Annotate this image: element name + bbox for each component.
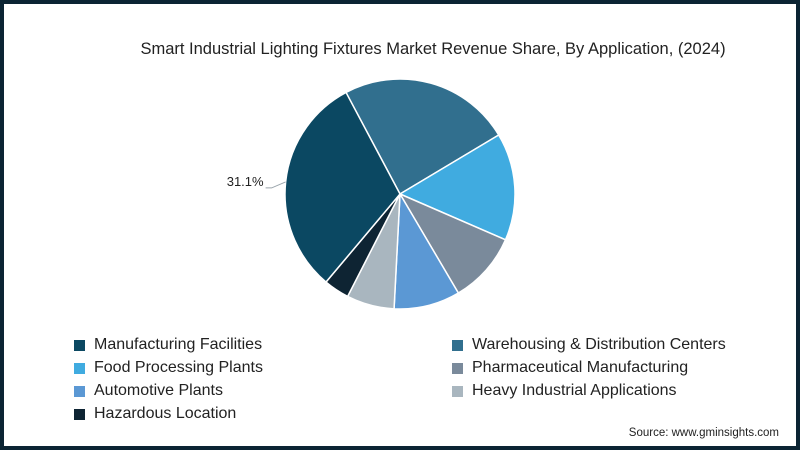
data-label-leader-line: [265, 181, 286, 189]
data-label: 31.1%: [227, 174, 264, 189]
legend-label: Pharmaceutical Manufacturing: [472, 359, 689, 376]
legend-item-heavy-industrial-applications: Heavy Industrial Applications: [452, 382, 677, 400]
pie-slice-food-processing-plants: [398, 133, 516, 241]
legend-swatch: [74, 362, 85, 374]
legend-swatch: [452, 339, 463, 351]
legend-label: Heavy Industrial Applications: [472, 382, 677, 399]
source-note: Source: www.gminsights.com: [628, 427, 779, 439]
legend-label: Food Processing Plants: [94, 359, 263, 376]
legend-swatch: [74, 385, 85, 397]
legend-label: Manufacturing Facilities: [94, 336, 263, 353]
legend-item-automotive-plants: Automotive Plants: [74, 382, 223, 400]
chart-frame: Smart Industrial Lighting Fixtures Marke…: [4, 4, 796, 446]
pie-slice-manufacturing-facilities: [284, 91, 401, 284]
legend-label: Warehousing & Distribution Centers: [472, 336, 726, 353]
legend-swatch: [452, 385, 463, 397]
legend-item-warehousing-distribution-centers: Warehousing & Distribution Centers: [452, 336, 726, 354]
legend-swatch: [74, 408, 85, 420]
legend-swatch: [74, 339, 85, 351]
legend-item-food-processing-plants: Food Processing Plants: [74, 359, 263, 377]
legend-item-manufacturing-facilities: Manufacturing Facilities: [74, 336, 262, 354]
pie-chart: 31.1%: [227, 78, 516, 310]
legend-label: Automotive Plants: [94, 382, 223, 399]
pie-slice-pharmaceutical-manufacturing: [398, 192, 507, 295]
legend-item-hazardous-location: Hazardous Location: [74, 405, 236, 423]
pie-slice-warehousing-distribution-centers: [344, 78, 500, 196]
legend-label: Hazardous Location: [94, 405, 237, 422]
chart-title: Smart Industrial Lighting Fixtures Marke…: [140, 40, 726, 58]
legend-item-pharmaceutical-manufacturing: Pharmaceutical Manufacturing: [452, 359, 688, 377]
legend-swatch: [452, 362, 463, 374]
